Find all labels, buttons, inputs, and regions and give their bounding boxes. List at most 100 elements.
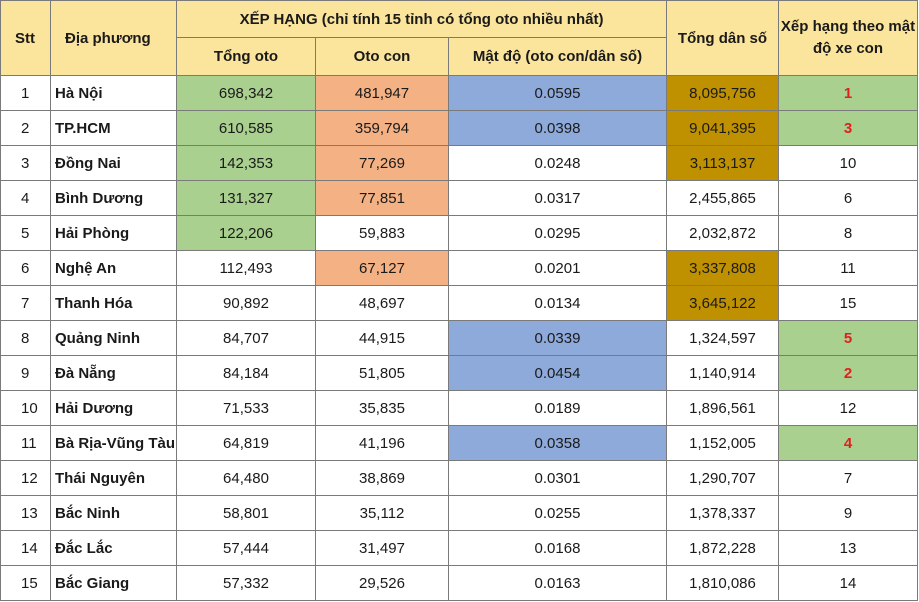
total-cars-cell: 122,206	[176, 215, 316, 251]
location-header: Địa phương	[50, 0, 177, 76]
density-cell: 0.0595	[448, 75, 667, 111]
density-rank-cell: 10	[778, 145, 918, 181]
stt-cell: 14	[0, 530, 51, 566]
density-cell: 0.0248	[448, 145, 667, 181]
passenger-cars-cell: 35,835	[315, 390, 449, 426]
density-rank-cell: 9	[778, 495, 918, 531]
passenger-cars-header: Oto con	[315, 37, 449, 76]
table-row: 6 Nghệ An 112,493 67,127 0.0201 3,337,80…	[0, 250, 918, 286]
density-rank-cell: 4	[778, 425, 918, 461]
location-cell: Đà Nẵng	[50, 355, 177, 391]
total-cars-cell: 57,444	[176, 530, 316, 566]
total-cars-cell: 131,327	[176, 180, 316, 216]
total-cars-cell: 610,585	[176, 110, 316, 146]
population-header: Tổng dân số	[666, 0, 779, 76]
location-cell: Quảng Ninh	[50, 320, 177, 356]
location-cell: Bắc Giang	[50, 565, 177, 601]
total-cars-header: Tổng oto	[176, 37, 316, 76]
total-cars-cell: 71,533	[176, 390, 316, 426]
passenger-cars-cell: 31,497	[315, 530, 449, 566]
location-cell: Hà Nội	[50, 75, 177, 111]
population-cell: 1,378,337	[666, 495, 779, 531]
passenger-cars-cell: 359,794	[315, 110, 449, 146]
location-cell: Hải Dương	[50, 390, 177, 426]
passenger-cars-cell: 48,697	[315, 285, 449, 321]
total-cars-cell: 58,801	[176, 495, 316, 531]
table-row: 7 Thanh Hóa 90,892 48,697 0.0134 3,645,1…	[0, 285, 918, 321]
table-row: 2 TP.HCM 610,585 359,794 0.0398 9,041,39…	[0, 110, 918, 146]
population-cell: 2,455,865	[666, 180, 779, 216]
stt-cell: 2	[0, 110, 51, 146]
location-cell: Đắc Lắc	[50, 530, 177, 566]
density-cell: 0.0201	[448, 250, 667, 286]
stt-cell: 10	[0, 390, 51, 426]
total-cars-cell: 64,819	[176, 425, 316, 461]
density-cell: 0.0358	[448, 425, 667, 461]
density-cell: 0.0301	[448, 460, 667, 496]
passenger-cars-cell: 77,269	[315, 145, 449, 181]
total-cars-cell: 84,707	[176, 320, 316, 356]
stt-cell: 13	[0, 495, 51, 531]
density-rank-cell: 1	[778, 75, 918, 111]
location-cell: Nghệ An	[50, 250, 177, 286]
table-row: 15 Bắc Giang 57,332 29,526 0.0163 1,810,…	[0, 565, 918, 601]
density-cell: 0.0317	[448, 180, 667, 216]
density-header: Mật độ (oto con/dân số)	[448, 37, 667, 76]
total-cars-cell: 142,353	[176, 145, 316, 181]
density-rank-cell: 6	[778, 180, 918, 216]
table-row: 13 Bắc Ninh 58,801 35,112 0.0255 1,378,3…	[0, 495, 918, 531]
stt-cell: 6	[0, 250, 51, 286]
passenger-cars-cell: 41,196	[315, 425, 449, 461]
density-cell: 0.0398	[448, 110, 667, 146]
density-cell: 0.0295	[448, 215, 667, 251]
density-rank-cell: 5	[778, 320, 918, 356]
population-cell: 1,290,707	[666, 460, 779, 496]
table-row: 5 Hải Phòng 122,206 59,883 0.0295 2,032,…	[0, 215, 918, 251]
passenger-cars-cell: 481,947	[315, 75, 449, 111]
population-cell: 1,872,228	[666, 530, 779, 566]
density-cell: 0.0134	[448, 285, 667, 321]
table-row: 9 Đà Nẵng 84,184 51,805 0.0454 1,140,914…	[0, 355, 918, 391]
total-cars-cell: 698,342	[176, 75, 316, 111]
location-cell: Thái Nguyên	[50, 460, 177, 496]
stt-cell: 11	[0, 425, 51, 461]
ranking-group-header: XẾP HẠNG (chỉ tính 15 tỉnh có tổng oto n…	[176, 0, 667, 38]
density-rank-cell: 15	[778, 285, 918, 321]
density-cell: 0.0189	[448, 390, 667, 426]
density-rank-cell: 7	[778, 460, 918, 496]
passenger-cars-cell: 51,805	[315, 355, 449, 391]
population-cell: 3,337,808	[666, 250, 779, 286]
table-row: 1 Hà Nội 698,342 481,947 0.0595 8,095,75…	[0, 75, 918, 111]
stt-header: Stt	[0, 0, 51, 76]
passenger-cars-cell: 44,915	[315, 320, 449, 356]
population-cell: 1,152,005	[666, 425, 779, 461]
table-row: 11 Bà Rịa-Vũng Tàu 64,819 41,196 0.0358 …	[0, 425, 918, 461]
table-row: 8 Quảng Ninh 84,707 44,915 0.0339 1,324,…	[0, 320, 918, 356]
table-row: 10 Hải Dương 71,533 35,835 0.0189 1,896,…	[0, 390, 918, 426]
table-row: 14 Đắc Lắc 57,444 31,497 0.0168 1,872,22…	[0, 530, 918, 566]
total-cars-cell: 57,332	[176, 565, 316, 601]
stt-cell: 3	[0, 145, 51, 181]
total-cars-cell: 90,892	[176, 285, 316, 321]
passenger-cars-cell: 59,883	[315, 215, 449, 251]
table-row: 4 Bình Dương 131,327 77,851 0.0317 2,455…	[0, 180, 918, 216]
passenger-cars-cell: 35,112	[315, 495, 449, 531]
density-cell: 0.0168	[448, 530, 667, 566]
density-rank-cell: 14	[778, 565, 918, 601]
passenger-cars-cell: 38,869	[315, 460, 449, 496]
stt-cell: 9	[0, 355, 51, 391]
density-cell: 0.0255	[448, 495, 667, 531]
density-rank-cell: 12	[778, 390, 918, 426]
location-cell: Bà Rịa-Vũng Tàu	[50, 425, 177, 461]
location-cell: Bắc Ninh	[50, 495, 177, 531]
population-cell: 8,095,756	[666, 75, 779, 111]
location-cell: Đồng Nai	[50, 145, 177, 181]
passenger-cars-cell: 67,127	[315, 250, 449, 286]
population-cell: 1,140,914	[666, 355, 779, 391]
density-rank-cell: 13	[778, 530, 918, 566]
density-cell: 0.0339	[448, 320, 667, 356]
population-cell: 3,113,137	[666, 145, 779, 181]
location-cell: Hải Phòng	[50, 215, 177, 251]
total-cars-cell: 112,493	[176, 250, 316, 286]
